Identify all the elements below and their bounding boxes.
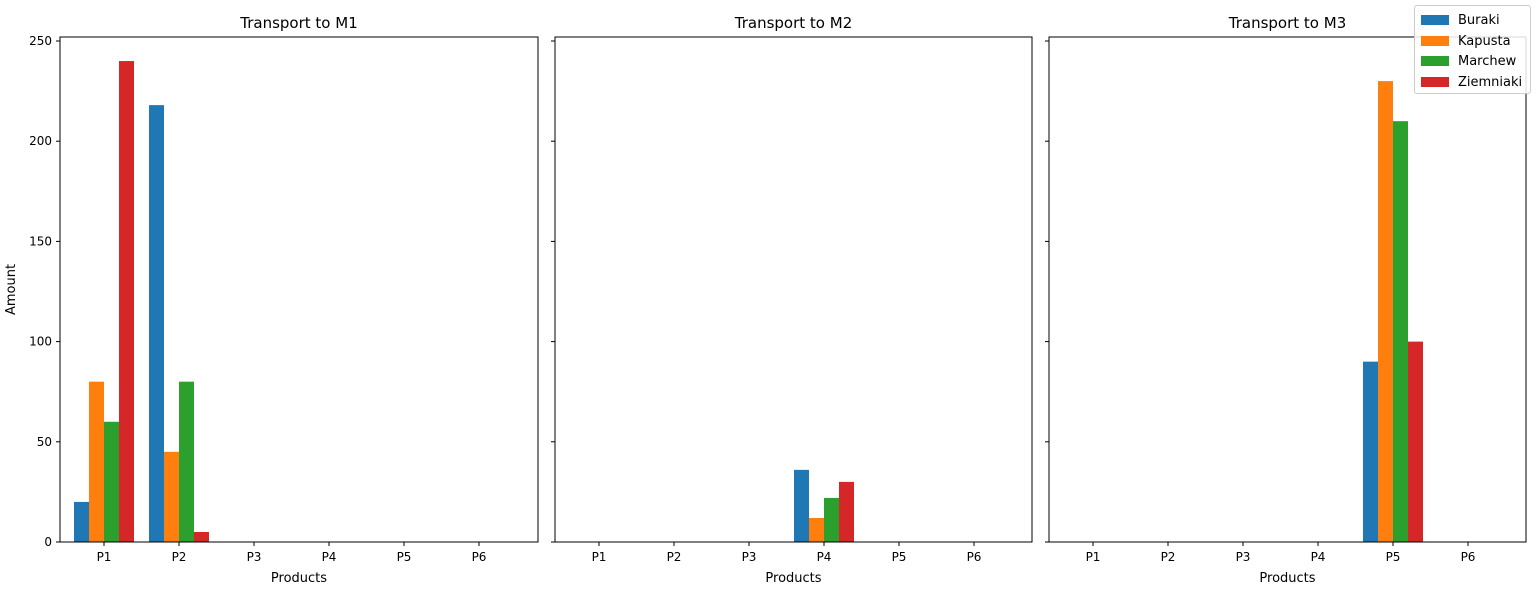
legend-swatch-kapusta <box>1421 36 1449 46</box>
panel-1-bar-buraki-p1 <box>74 501 89 542</box>
legend-item-marchew: Marchew <box>1421 51 1516 71</box>
panel-1-xtick-label-p5: P5 <box>397 550 412 564</box>
legend-label-marchew: Marchew <box>1458 53 1517 69</box>
panel-1-bar-kapusta-p2 <box>164 451 179 542</box>
panel-3-xtick-label-p2: P2 <box>1161 550 1176 564</box>
panel-2-xlabel: Products <box>765 571 821 586</box>
panel-3-bar-kapusta-p5 <box>1378 81 1393 542</box>
y-axis-label: Amount <box>4 264 19 315</box>
legend-label-buraki: Buraki <box>1458 12 1500 28</box>
panel-2-xtick-label-p2: P2 <box>667 550 682 564</box>
panel-2-xtick-label-p5: P5 <box>892 550 907 564</box>
panel-2-bar-ziemniaki-p4 <box>839 481 854 542</box>
panel-3-axes-frame <box>1048 36 1527 543</box>
panel-3-xtick-label-p3: P3 <box>1236 550 1251 564</box>
legend-label-ziemniaki: Ziemniaki <box>1458 74 1523 90</box>
panel-2-title: Transport to M2 <box>734 14 852 32</box>
panel-1-bar-buraki-p2 <box>149 105 164 542</box>
panel-1-bar-ziemniaki-p2 <box>194 531 209 542</box>
panel-3-xtick-label-p1: P1 <box>1086 550 1101 564</box>
panel-3-bar-marchew-p5 <box>1393 121 1408 543</box>
panel-1-bar-marchew-p1 <box>104 421 119 542</box>
legend: Buraki Kapusta Marchew Ziemniaki <box>1414 5 1531 94</box>
legend-swatch-buraki <box>1421 15 1449 25</box>
panel-1-xtick-label-p2: P2 <box>172 550 187 564</box>
legend-item-kapusta: Kapusta <box>1421 31 1511 51</box>
panel-3-xtick-label-p5: P5 <box>1386 550 1401 564</box>
panel-1-xtick-label-p4: P4 <box>322 550 337 564</box>
panel-1-xtick-label-p1: P1 <box>97 550 112 564</box>
panel-1-xtick-label-p3: P3 <box>247 550 262 564</box>
panel-1-ytick-label-150: 150 <box>29 234 52 248</box>
legend-swatch-marchew <box>1421 56 1449 66</box>
panel-3-xlabel: Products <box>1259 571 1315 586</box>
panel-1-ytick-label-0: 0 <box>44 535 52 549</box>
panel-1-title: Transport to M1 <box>239 14 357 32</box>
panel-1-ytick-label-200: 200 <box>29 134 52 148</box>
legend-item-ziemniaki: Ziemniaki <box>1421 72 1522 92</box>
panel-2-bar-marchew-p4 <box>824 497 839 542</box>
panel-2-axes-frame <box>554 36 1033 543</box>
panel-1-ytick-label-50: 50 <box>37 435 52 449</box>
panel-3-xtick-label-p6: P6 <box>1461 550 1476 564</box>
panel-3-bar-ziemniaki-p5 <box>1408 341 1423 542</box>
legend-swatch-ziemniaki <box>1421 77 1449 87</box>
panel-2-xtick-label-p3: P3 <box>742 550 757 564</box>
panel-1-ytick-label-100: 100 <box>29 335 52 349</box>
panel-1-axes-frame <box>59 36 539 543</box>
panel-3-title: Transport to M3 <box>1228 14 1346 32</box>
panel-2-xtick-label-p4: P4 <box>817 550 832 564</box>
legend-label-kapusta: Kapusta <box>1458 33 1511 49</box>
panel-3-xtick-label-p4: P4 <box>1311 550 1326 564</box>
panel-1-ytick-label-250: 250 <box>29 34 52 48</box>
panel-1-xlabel: Products <box>271 571 327 586</box>
panel-2-xtick-label-p6: P6 <box>967 550 982 564</box>
panel-2-bar-kapusta-p4 <box>809 517 824 542</box>
panel-3-bar-buraki-p5 <box>1363 361 1378 542</box>
panel-1-xtick-label-p6: P6 <box>472 550 487 564</box>
legend-item-buraki: Buraki <box>1421 10 1500 30</box>
panel-2-xtick-label-p1: P1 <box>592 550 607 564</box>
panel-1-bar-kapusta-p1 <box>89 381 104 542</box>
panel-1-bar-marchew-p2 <box>179 381 194 542</box>
panel-1-bar-ziemniaki-p1 <box>119 61 134 543</box>
panel-2-bar-buraki-p4 <box>794 469 809 542</box>
